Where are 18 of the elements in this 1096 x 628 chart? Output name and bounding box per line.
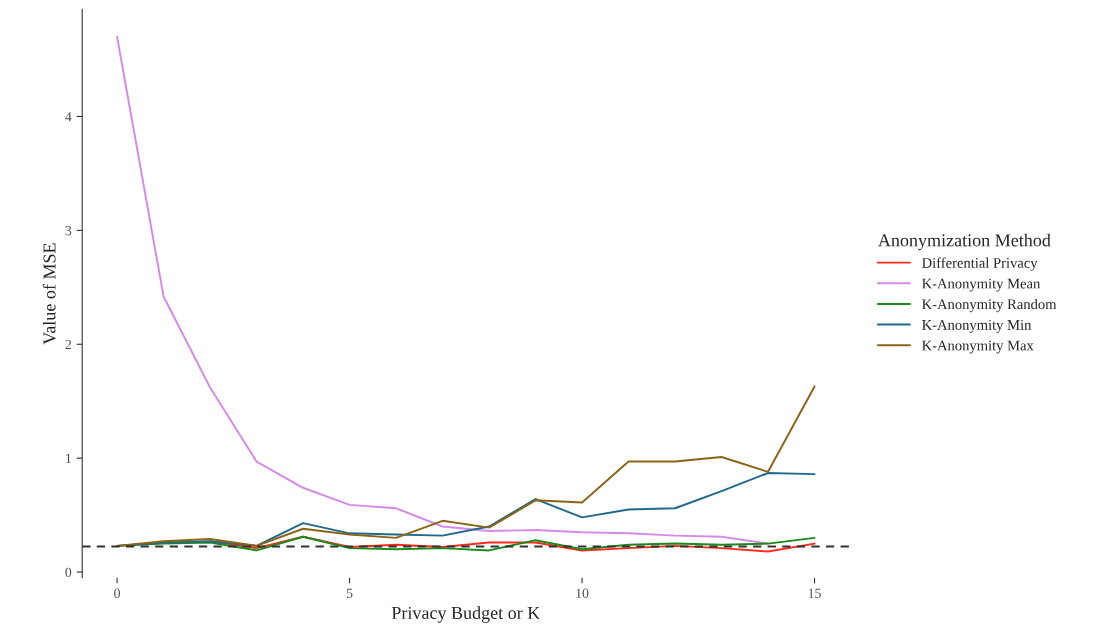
legend-label: K-Anonymity Max: [922, 340, 1034, 354]
y-tick-label: 2: [65, 339, 72, 350]
x-tick-label: 0: [114, 588, 121, 598]
y-tick-label: 1: [66, 453, 71, 463]
legend-label: K-Anonymity Random: [922, 298, 1057, 313]
x-tick-label: 15: [808, 588, 821, 598]
x-tick-label: 5: [346, 588, 353, 598]
y-axis-title: Value of MSE: [42, 243, 56, 345]
y-tick-label: 4: [65, 112, 72, 122]
legend-label: K-Anonymity Min: [922, 320, 1032, 333]
y-tick-label: 0: [65, 567, 72, 578]
legend-label: Differential Privacy: [922, 257, 1038, 271]
line-series: [116, 35, 769, 545]
y-tick-label: 3: [65, 226, 72, 236]
x-axis-title: Privacy Budget or K: [391, 606, 541, 623]
legend-title: Anonymization Method: [878, 233, 1051, 251]
x-tick-label: 10: [576, 588, 589, 598]
legend-label: K-Anonymity Mean: [922, 278, 1041, 292]
